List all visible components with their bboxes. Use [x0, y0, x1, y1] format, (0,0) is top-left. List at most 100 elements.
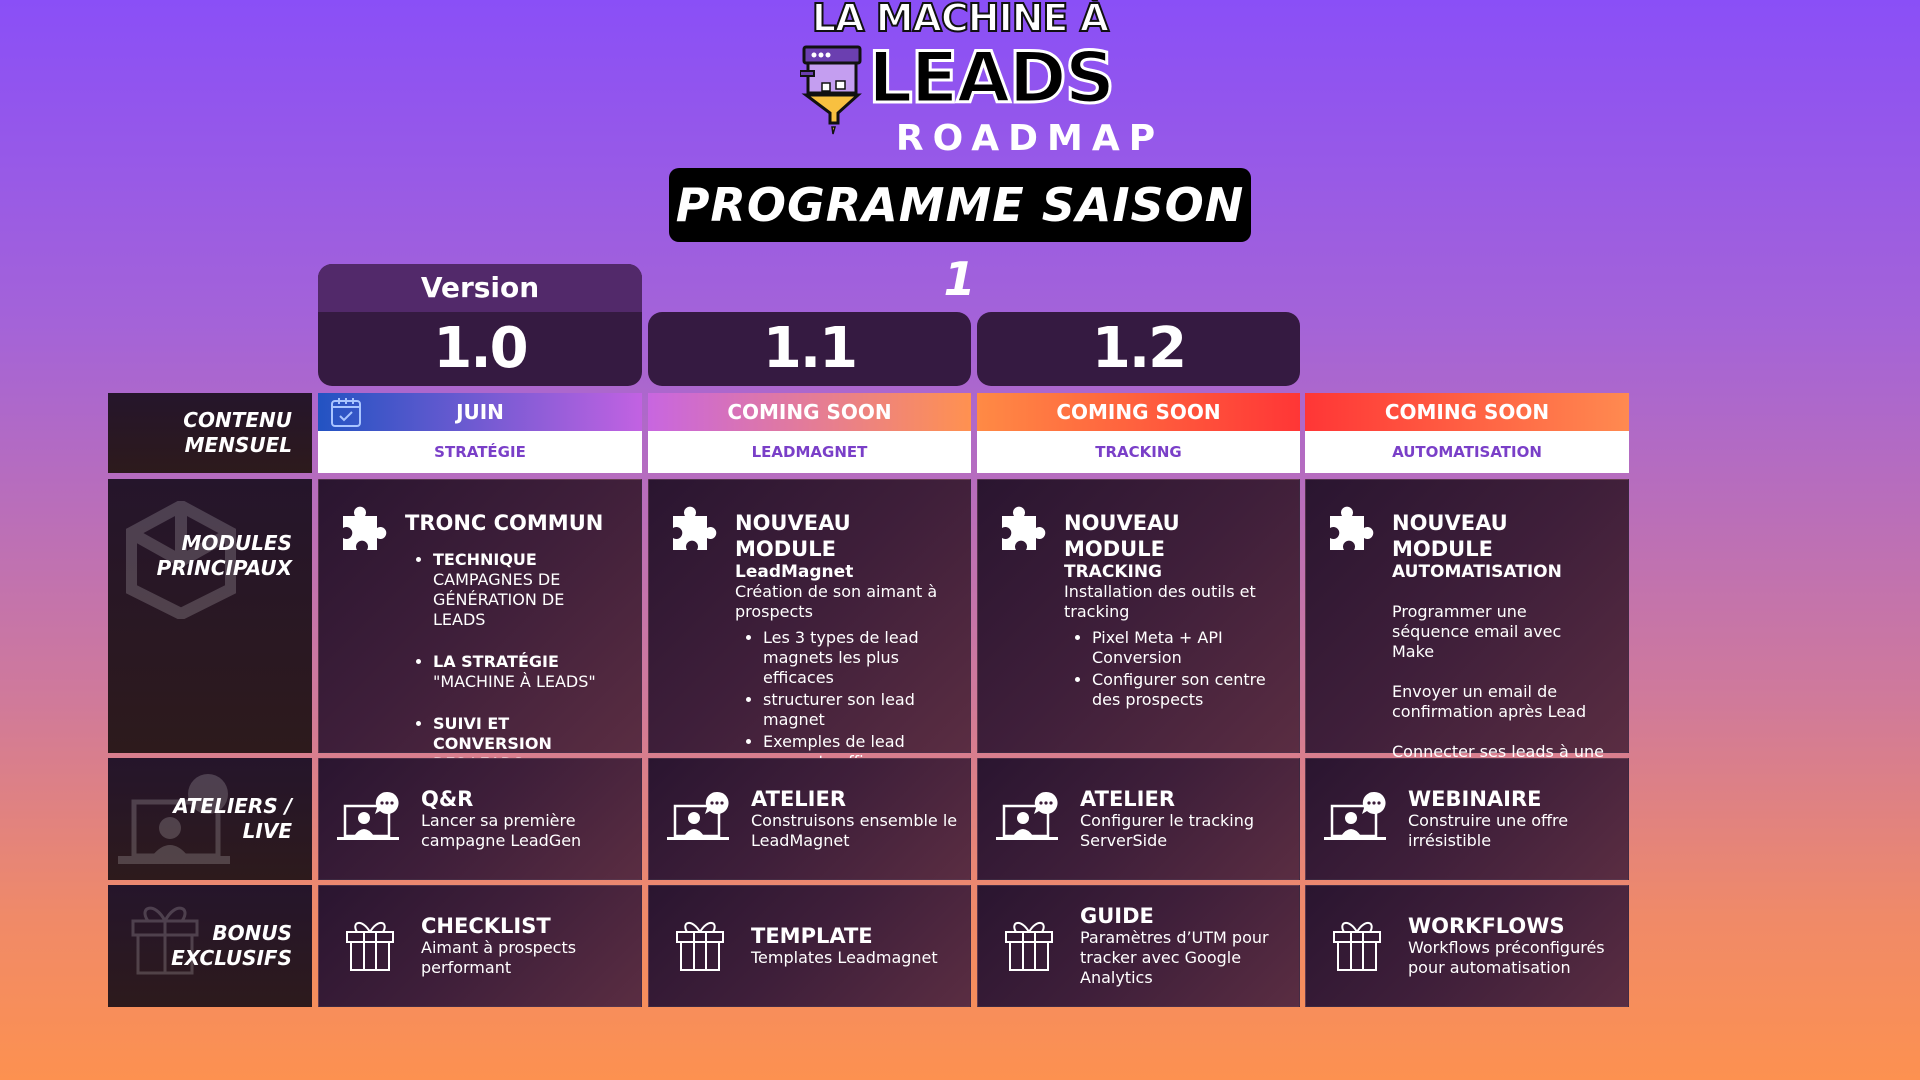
row-label-bonus-text: BONUS EXCLUSIFS	[171, 921, 292, 970]
bullet-heading: LA STRATÉGIE	[433, 652, 559, 671]
laptop-chat-icon	[667, 791, 729, 840]
live-description: Construisons ensemble le LeadMagnet	[751, 811, 958, 850]
theme-label: TRACKING	[977, 431, 1300, 473]
module-bullet: Configurer son centre des prospects	[1092, 670, 1279, 710]
row-label-live-text: ATELIERS / LIVE	[173, 794, 292, 843]
gift-icon	[346, 922, 394, 971]
calendar-icon	[331, 398, 361, 427]
live-description: Configurer le tracking ServerSide	[1080, 811, 1255, 850]
month-header: JUIN STRATÉGIE	[318, 393, 642, 473]
module-subtitle: LeadMagnet	[735, 562, 854, 582]
version-number: 1.1	[762, 316, 858, 381]
module-paragraph: Envoyer un email de confirmation après L…	[1392, 682, 1587, 721]
theme-label: STRATÉGIE	[318, 431, 642, 473]
status-text: COMING SOON	[1056, 400, 1221, 424]
bonus-title: TEMPLATE	[751, 924, 873, 948]
laptop-chat-icon	[337, 791, 399, 840]
lead-machine-logo-icon	[800, 45, 862, 135]
module-bullet: Les 3 types de lead magnets les plus eff…	[763, 628, 950, 688]
puzzle-icon	[1002, 506, 1046, 550]
puzzle-icon	[673, 506, 717, 550]
module-cell: NOUVEAU MODULE TRACKING Installation des o…	[977, 479, 1300, 753]
version-tab-1.0: Version 1.0	[318, 264, 642, 386]
module-title: TRONC COMMUN	[405, 511, 604, 535]
live-title: ATELIER	[751, 787, 847, 811]
theme-label: LEADMAGNET	[648, 431, 971, 473]
theme-label: AUTOMATISATION	[1305, 431, 1629, 473]
module-bullets: Les 3 types de lead magnets les plus eff…	[763, 628, 950, 772]
module-subtitle: AUTOMATISATION	[1392, 562, 1562, 582]
live-title: Q&R	[421, 787, 474, 811]
version-label: Version	[318, 264, 642, 312]
row-label-modules-text: MODULES PRINCIPAUX	[156, 531, 292, 580]
bonus-title: CHECKLIST	[421, 914, 551, 938]
live-cell: Q&R Lancer sa première campagne LeadGen	[318, 758, 642, 880]
bullet-heading: SUIVI ET CONVERSION	[433, 714, 552, 753]
gift-icon	[1005, 922, 1053, 971]
module-cell: NOUVEAU MODULE LeadMagnet Création de son …	[648, 479, 971, 771]
laptop-chat-icon	[1324, 791, 1386, 840]
bullet-heading: TECHNIQUE	[433, 550, 537, 569]
live-cell: ATELIER Construisons ensemble le LeadMagn…	[648, 758, 971, 880]
laptop-chat-icon	[118, 774, 230, 864]
brand-line-1: LA MACHINE À	[811, 0, 1110, 41]
status-badge: COMING SOON	[1305, 393, 1629, 431]
module-bullet: structurer son lead magnet	[763, 690, 950, 730]
module-title: NOUVEAU MODULE	[1064, 511, 1180, 561]
live-cell: ATELIER Configurer le tracking ServerSide	[977, 758, 1300, 880]
row-label-live: ATELIERS / LIVE	[108, 758, 312, 880]
bonus-description: Aimant à prospects performant	[421, 938, 577, 977]
row-label-bonus: BONUS EXCLUSIFS	[108, 885, 312, 1007]
puzzle-icon	[343, 506, 387, 550]
module-paragraph: Programmer une séquence email avec Make	[1392, 602, 1562, 661]
module-title: NOUVEAU MODULE	[735, 511, 851, 561]
program-title: PROGRAMME SAISON 1	[669, 168, 1251, 306]
status-text: COMING SOON	[1384, 400, 1550, 424]
row-label-monthly-text: CONTENU MENSUEL	[183, 408, 292, 457]
brand-line-3: ROADMAP	[895, 118, 1165, 159]
module-bullets: Pixel Meta + API ConversionConfigurer so…	[1092, 628, 1279, 710]
module-cell: NOUVEAU MODULE AUTOMATISATION Programmer u…	[1305, 479, 1629, 781]
puzzle-icon	[1330, 506, 1374, 550]
bonus-cell: GUIDE Paramètres d’UTM pour tracker avec …	[977, 885, 1300, 1007]
bullet-text: CAMPAGNES DE GÉNÉRATION DE LEADS	[433, 570, 565, 629]
bonus-cell: CHECKLIST Aimant à prospects performant	[318, 885, 642, 1007]
bonus-cell: WORKFLOWS Workflows préconfigurés pour au…	[1305, 885, 1629, 1007]
brand-line-2: LEADS	[866, 37, 1116, 119]
bonus-title: GUIDE	[1080, 904, 1154, 928]
bullet-text: "MACHINE À LEADS"	[433, 672, 596, 691]
cube-icon	[126, 501, 236, 619]
live-title: ATELIER	[1080, 787, 1176, 811]
status-text: JUIN	[456, 400, 504, 424]
status-text: COMING SOON	[727, 400, 892, 424]
bonus-description: Paramètres d’UTM pour tracker avec Googl…	[1080, 928, 1269, 987]
module-description: Création de son aimant à prospects	[735, 582, 938, 621]
status-badge: COMING SOON	[648, 393, 971, 431]
bonus-cell: TEMPLATE Templates Leadmagnet	[648, 885, 971, 1007]
version-tab-1.2: 1.2	[977, 312, 1300, 386]
live-description: Lancer sa première campagne LeadGen	[421, 811, 582, 850]
row-label-modules: MODULES PRINCIPAUX	[108, 479, 312, 753]
month-header: COMING SOON TRACKING	[977, 393, 1300, 473]
gift-icon	[1333, 922, 1381, 971]
live-cell: WEBINAIRE Construire une offre irrésistib…	[1305, 758, 1629, 880]
version-tab-1.1: 1.1	[648, 312, 971, 386]
row-label-monthly: CONTENU MENSUEL	[108, 393, 312, 473]
laptop-chat-icon	[996, 791, 1058, 840]
bonus-description: Workflows préconfigurés pour automatisat…	[1408, 938, 1605, 977]
month-header: COMING SOON AUTOMATISATION	[1305, 393, 1629, 473]
module-bullet: Pixel Meta + API Conversion	[1092, 628, 1279, 668]
module-subtitle: TRACKING	[1064, 562, 1162, 582]
module-description: Installation des outils et tracking	[1064, 582, 1256, 621]
live-description: Construire une offre irrésistible	[1408, 811, 1569, 850]
status-badge: COMING SOON	[977, 393, 1300, 431]
month-header: COMING SOON LEADMAGNET	[648, 393, 971, 473]
version-number: 1.0	[433, 316, 528, 381]
gift-icon	[676, 922, 724, 971]
live-title: WEBINAIRE	[1408, 787, 1542, 811]
bonus-title: WORKFLOWS	[1408, 914, 1565, 938]
version-number: 1.2	[1091, 316, 1187, 381]
